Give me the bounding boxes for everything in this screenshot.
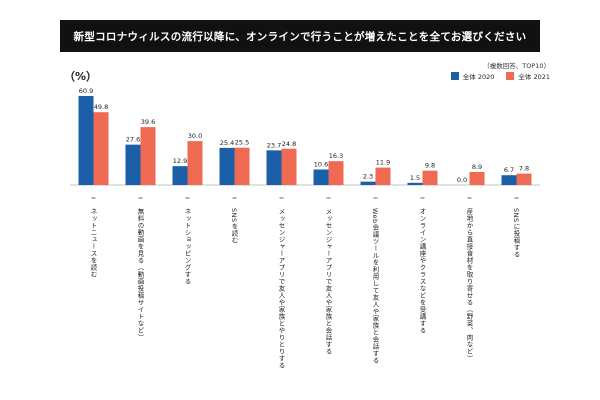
- legend-swatch-2021: [506, 72, 515, 80]
- value-label-2021-3: 25.5: [235, 139, 249, 147]
- bar-2021-5: [328, 161, 344, 185]
- bar-2020-5: [313, 169, 329, 185]
- category-label-7: オンライン講座やクラスなどを受講する: [418, 208, 426, 334]
- chart-note: （複数回答、TOP10）: [483, 62, 550, 70]
- bar-2021-8: [469, 171, 485, 185]
- bar-2020-0: [78, 95, 94, 185]
- legend-label-2021: 全体 2021: [518, 73, 550, 81]
- bar-2021-6: [375, 167, 391, 185]
- category-label-1: 無料の動画を見る（動画投稿サイトなど）: [136, 208, 144, 341]
- bar-2020-2: [172, 166, 188, 185]
- category-label-3: SNSを読む: [230, 208, 238, 244]
- bar-2020-9: [501, 175, 517, 185]
- category-label-4: メッセンジャーアプリで友人や家族とやりとりする: [277, 208, 285, 369]
- value-label-2020-5: 10.6: [314, 161, 328, 169]
- value-label-2020-9: 6.7: [504, 166, 514, 174]
- bar-2020-4: [266, 150, 282, 185]
- value-label-2021-4: 24.8: [282, 140, 296, 148]
- value-label-2021-2: 30.0: [188, 132, 202, 140]
- legend-item-2021: 全体 2021: [506, 71, 550, 81]
- value-label-2021-5: 16.3: [329, 152, 343, 160]
- bar-2021-7: [422, 170, 438, 185]
- bar-2021-1: [140, 127, 156, 185]
- bar-2020-3: [219, 147, 235, 185]
- value-label-2020-1: 27.6: [126, 136, 140, 144]
- bar-2020-7: [407, 182, 423, 185]
- unit-label: （%）: [64, 70, 98, 83]
- value-label-2020-4: 23.7: [267, 141, 281, 149]
- bar-2020-6: [360, 181, 376, 185]
- legend-item-2020: 全体 2020: [450, 71, 495, 81]
- bar-2021-4: [281, 148, 297, 185]
- bar-2021-3: [234, 147, 250, 185]
- category-label-5: メッセンジャーアプリで友人や家族と会話する: [324, 208, 332, 355]
- bar-2021-2: [187, 141, 203, 185]
- category-label-2: ネットショッピングする: [183, 208, 191, 285]
- category-label-0: ネットニュースを読む: [89, 208, 97, 278]
- value-label-2021-9: 7.8: [519, 165, 529, 173]
- category-label-9: SNSに投稿する: [512, 208, 520, 258]
- bar-2021-9: [516, 173, 532, 185]
- bar-2020-1: [125, 144, 141, 185]
- chart-title: 新型コロナウィルスの流行以降に、オンラインで行うことが増えたことを全てお選びくだ…: [60, 20, 540, 52]
- value-label-2020-8: 0.0: [457, 176, 467, 184]
- legend-swatch-2020: [450, 72, 459, 80]
- value-label-2020-6: 2.3: [363, 173, 373, 181]
- value-label-2020-0: 60.9: [79, 87, 93, 95]
- legend: 全体 2020 全体 2021: [450, 71, 550, 81]
- value-label-2021-0: 49.8: [94, 103, 108, 111]
- value-label-2020-2: 12.9: [173, 157, 187, 165]
- value-label-2020-7: 1.5: [410, 174, 420, 182]
- value-label-2021-8: 8.9: [472, 163, 482, 171]
- legend-label-2020: 全体 2020: [462, 73, 495, 81]
- category-label-6: Web会議ツールを利用して友人や家族と会話する: [371, 208, 379, 364]
- value-label-2020-3: 25.4: [220, 139, 234, 147]
- value-label-2021-1: 39.6: [141, 118, 155, 126]
- category-label-8: 産地から直接食材を取り寄せる（野菜、肉など）: [465, 208, 473, 362]
- value-label-2021-7: 9.8: [425, 162, 435, 170]
- bar-2021-0: [93, 112, 109, 185]
- value-label-2021-6: 11.9: [376, 159, 390, 167]
